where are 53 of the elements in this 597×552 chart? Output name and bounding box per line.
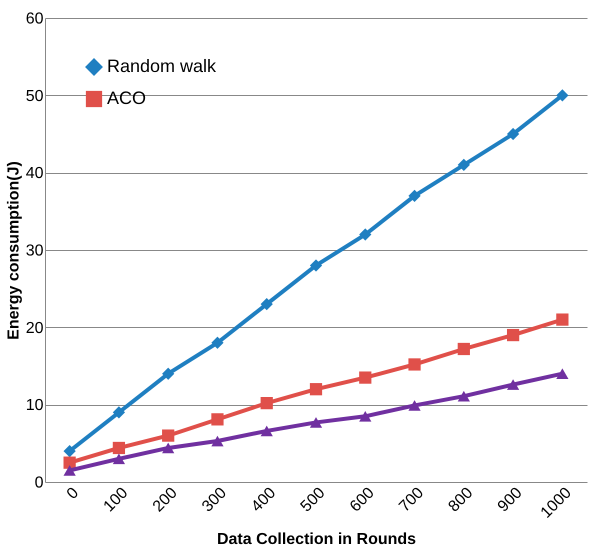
point xyxy=(260,396,273,410)
x-tick-label: 800 xyxy=(445,484,476,516)
point xyxy=(162,429,174,442)
x-tick-label: 600 xyxy=(346,484,378,516)
point xyxy=(112,442,126,454)
point xyxy=(458,342,470,356)
x-tick-label: 200 xyxy=(150,484,181,516)
y-tick-label: 50 xyxy=(26,88,44,105)
point xyxy=(112,453,126,464)
x-tick-label: 500 xyxy=(298,484,329,516)
point xyxy=(458,390,470,402)
point xyxy=(408,190,421,202)
point xyxy=(556,368,568,380)
point xyxy=(260,298,273,310)
x-tick-label: 400 xyxy=(248,484,280,516)
point xyxy=(162,368,174,380)
point xyxy=(211,436,224,446)
point xyxy=(408,358,421,371)
point xyxy=(506,379,520,390)
legend-label: ACO xyxy=(107,88,146,108)
point xyxy=(408,400,421,411)
legend-label: Random walk xyxy=(107,56,218,76)
point xyxy=(310,417,322,428)
point xyxy=(506,328,520,342)
point xyxy=(64,456,76,469)
y-tick-label: 30 xyxy=(26,242,44,260)
point xyxy=(162,442,174,454)
y-tick-label: 10 xyxy=(26,397,44,414)
y-tick-label: 20 xyxy=(26,320,44,337)
y-axis-title: Energy consumption(J) xyxy=(6,161,23,340)
point xyxy=(556,89,568,102)
x-tick-label: 300 xyxy=(199,484,230,516)
point xyxy=(211,336,224,349)
x-axis-title: Data Collection in Rounds xyxy=(216,530,416,548)
point xyxy=(506,128,520,140)
point xyxy=(310,383,322,396)
point xyxy=(64,465,76,476)
x-tick-label: 900 xyxy=(494,484,526,516)
point xyxy=(112,406,126,419)
x-tick-label: 100 xyxy=(100,484,132,516)
x-tick-label: 0 xyxy=(64,484,82,503)
x-tick-label: 700 xyxy=(396,484,428,516)
point xyxy=(359,410,372,422)
point xyxy=(359,371,372,384)
point xyxy=(556,313,568,326)
point xyxy=(211,413,224,426)
point xyxy=(64,444,76,458)
point xyxy=(310,259,322,272)
y-tick-label: 40 xyxy=(26,165,44,182)
point xyxy=(458,158,470,172)
y-tick-label: 60 xyxy=(26,10,44,28)
point xyxy=(359,228,372,241)
point xyxy=(260,426,273,436)
